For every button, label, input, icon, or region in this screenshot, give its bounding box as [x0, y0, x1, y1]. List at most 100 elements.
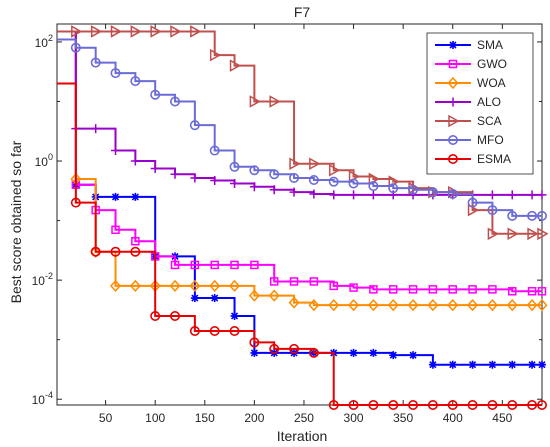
y-axis: 10-4 10-2 100 102	[32, 33, 542, 407]
data-point-esma	[408, 399, 419, 410]
data-point-gwo	[269, 277, 279, 286]
legend-entry-esma: ESMA	[435, 152, 511, 166]
data-point-sma	[409, 351, 418, 360]
x-tick-label: 100	[145, 411, 165, 425]
data-point-sma	[131, 192, 140, 201]
data-point-sma	[250, 348, 259, 357]
data-point-mfo	[130, 76, 141, 87]
data-point-gwo	[111, 225, 120, 235]
data-point-sca	[170, 25, 182, 38]
legend-label: SCA	[477, 114, 502, 128]
data-point-sca	[249, 95, 261, 108]
legend-label: ALO	[477, 95, 501, 109]
data-point-esma	[308, 347, 319, 358]
data-point-mfo	[467, 197, 478, 208]
x-tick-label: 300	[344, 411, 364, 425]
series-line-gwo	[57, 30, 542, 293]
data-point-sma	[468, 360, 477, 369]
data-point-woa	[268, 289, 280, 302]
data-point-woa	[110, 279, 122, 293]
data-point-esma	[388, 399, 399, 410]
data-point-woa	[486, 299, 498, 312]
data-point-woa	[288, 296, 300, 309]
data-point-gwo	[289, 277, 299, 286]
data-point-sma	[349, 348, 358, 357]
data-point-mfo	[368, 181, 379, 192]
data-point-sca	[527, 227, 539, 241]
series-mfo	[57, 38, 547, 221]
data-point-esma	[130, 246, 141, 257]
data-point-esma	[229, 325, 240, 336]
data-point-woa	[169, 279, 181, 293]
data-point-woa	[387, 299, 399, 312]
series-line-sma	[57, 30, 542, 366]
data-point-gwo	[369, 285, 378, 294]
series-alo	[57, 30, 547, 200]
data-point-esma	[269, 343, 280, 354]
chart-title: F7	[294, 4, 311, 20]
data-point-esma	[90, 246, 101, 257]
data-point-gwo	[408, 285, 418, 294]
data-point-alo	[408, 190, 418, 200]
legend-entry-alo: ALO	[435, 95, 501, 109]
series-gwo	[57, 30, 547, 296]
data-point-alo	[230, 178, 240, 188]
plot-area	[56, 23, 543, 406]
data-point-alo	[269, 185, 279, 195]
data-point-sca	[150, 25, 162, 38]
data-point-gwo	[230, 260, 239, 270]
x-tick-label: 400	[443, 411, 463, 425]
y-tick-label: 10-4	[32, 390, 53, 407]
series-line-esma	[57, 82, 542, 406]
legend-entry-woa: WOA	[435, 76, 506, 90]
data-point-gwo	[448, 285, 457, 294]
data-point-esma	[150, 310, 161, 321]
data-point-esma	[536, 399, 547, 410]
data-point-sma	[111, 192, 120, 201]
data-point-esma	[189, 325, 200, 336]
data-point-gwo	[388, 285, 398, 294]
legend-marker	[448, 59, 458, 69]
series-line-woa	[57, 30, 542, 307]
data-point-mfo	[249, 165, 260, 176]
data-point-sma	[369, 348, 378, 357]
data-point-mfo	[70, 42, 81, 53]
data-point-alo	[507, 190, 517, 200]
data-point-gwo	[329, 281, 338, 291]
data-point-sma	[508, 360, 517, 369]
data-point-esma	[507, 399, 518, 410]
data-point-alo	[249, 182, 259, 192]
data-point-sma	[528, 360, 537, 369]
data-point-gwo	[537, 287, 547, 296]
data-point-esma	[487, 399, 498, 410]
data-point-esma	[289, 343, 300, 354]
data-point-esma	[249, 337, 260, 348]
data-point-gwo	[190, 260, 200, 270]
data-point-alo	[190, 173, 200, 183]
data-point-woa	[229, 279, 241, 293]
data-point-woa	[209, 279, 221, 293]
data-point-alo	[111, 146, 121, 156]
x-tick-label: 350	[393, 411, 413, 425]
data-point-gwo	[428, 285, 438, 294]
data-point-alo	[150, 163, 160, 173]
data-point-mfo	[388, 183, 399, 194]
data-point-sma	[488, 360, 497, 369]
data-point-mfo	[408, 184, 419, 195]
data-point-sca	[229, 59, 242, 72]
data-point-sca	[190, 25, 202, 38]
data-point-gwo	[468, 285, 477, 294]
x-tick-label: 450	[492, 411, 512, 425]
data-point-woa	[189, 279, 201, 293]
data-point-mfo	[229, 161, 240, 172]
series-woa	[57, 30, 548, 312]
legend-box	[426, 32, 534, 175]
legend-label: SMA	[477, 38, 503, 52]
data-point-alo	[91, 124, 101, 134]
x-axis-label: Iteration	[277, 428, 328, 444]
data-point-alo	[170, 169, 180, 179]
legend-entry-mfo: MFO	[435, 133, 504, 147]
data-point-sca	[209, 48, 222, 62]
legend-marker	[447, 154, 458, 165]
data-point-mfo	[507, 210, 518, 221]
